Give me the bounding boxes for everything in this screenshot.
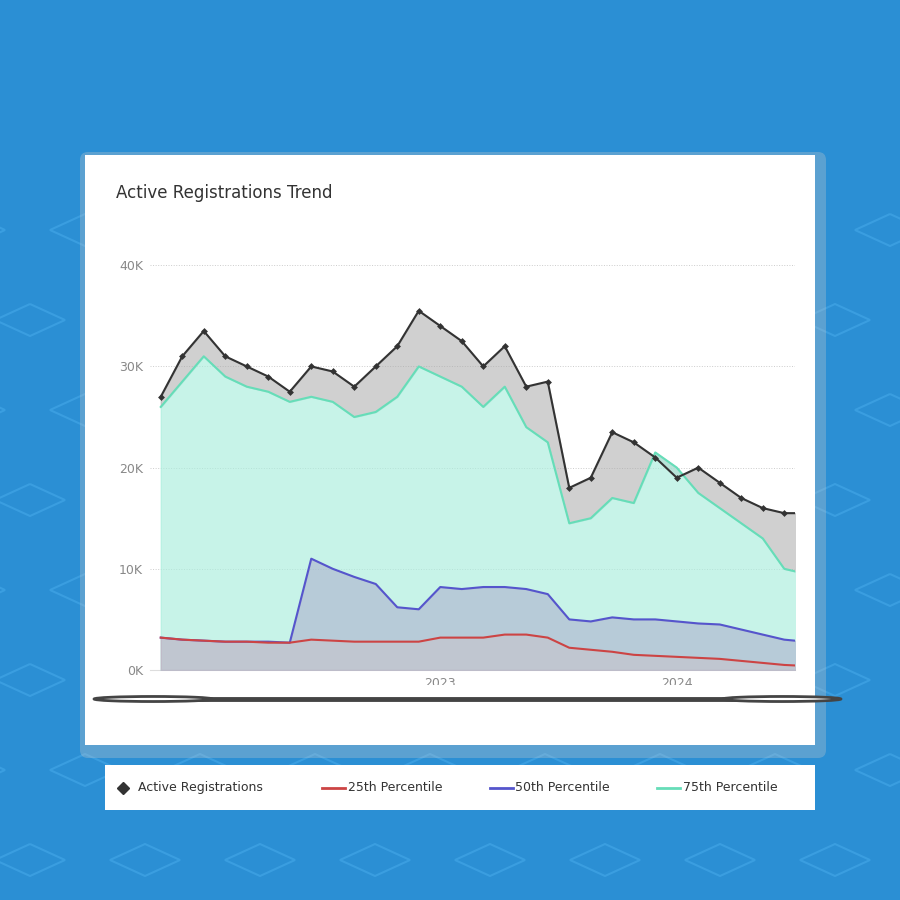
Text: 25th Percentile: 25th Percentile xyxy=(347,781,442,794)
Text: 75th Percentile: 75th Percentile xyxy=(683,781,778,794)
FancyBboxPatch shape xyxy=(85,155,815,745)
FancyBboxPatch shape xyxy=(80,152,826,758)
Text: 50th Percentile: 50th Percentile xyxy=(516,781,610,794)
Circle shape xyxy=(723,697,841,701)
Text: Active Registrations: Active Registrations xyxy=(138,781,263,794)
Text: Active Registrations Trend: Active Registrations Trend xyxy=(115,184,332,202)
Circle shape xyxy=(94,697,212,701)
